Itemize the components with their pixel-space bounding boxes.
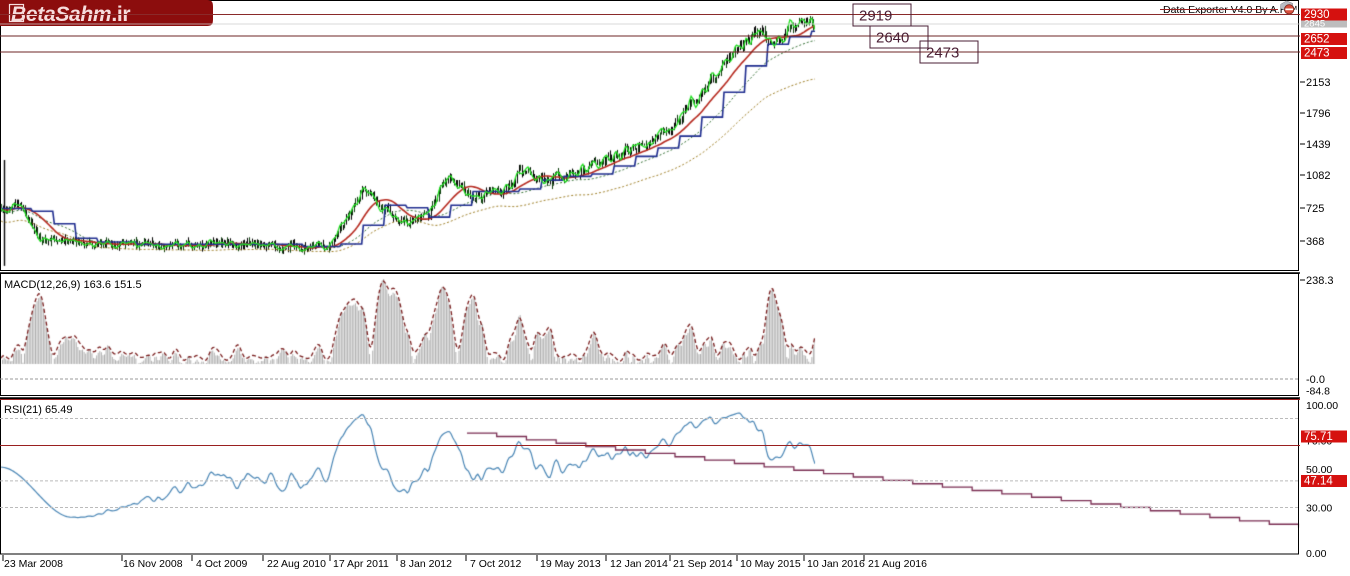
svg-text:1082: 1082 xyxy=(1306,170,1330,182)
svg-text:21 Sep 2014: 21 Sep 2014 xyxy=(673,558,733,570)
svg-text:725: 725 xyxy=(1306,203,1324,215)
svg-text:2473: 2473 xyxy=(926,45,959,62)
svg-text:2473: 2473 xyxy=(1304,48,1330,60)
svg-text:30.00: 30.00 xyxy=(1306,503,1332,515)
svg-text:47.14: 47.14 xyxy=(1304,476,1333,488)
svg-text:2845: 2845 xyxy=(1304,19,1325,30)
svg-text:1439: 1439 xyxy=(1306,139,1330,151)
svg-text:19 May 2013: 19 May 2013 xyxy=(540,558,601,570)
svg-text:-84.8: -84.8 xyxy=(1306,386,1330,398)
svg-text:7 Oct 2012: 7 Oct 2012 xyxy=(470,558,522,570)
svg-text:16 Nov 2008: 16 Nov 2008 xyxy=(123,558,183,570)
svg-text:10 Jan 2016: 10 Jan 2016 xyxy=(807,558,865,570)
svg-text:238.3: 238.3 xyxy=(1306,275,1334,287)
svg-text:23 Mar 2008: 23 Mar 2008 xyxy=(4,558,63,570)
svg-text:2652: 2652 xyxy=(1304,34,1330,46)
svg-text:RSI(21) 65.49: RSI(21) 65.49 xyxy=(4,404,72,416)
svg-text:75.71: 75.71 xyxy=(1304,431,1333,443)
svg-text:2640: 2640 xyxy=(876,30,909,47)
svg-text:-0.0: -0.0 xyxy=(1306,374,1325,386)
svg-text:368: 368 xyxy=(1306,236,1324,248)
svg-text:12 Jan 2014: 12 Jan 2014 xyxy=(610,558,668,570)
svg-text:22 Aug 2010: 22 Aug 2010 xyxy=(267,558,326,570)
svg-text:1796: 1796 xyxy=(1306,108,1330,120)
svg-text:0.00: 0.00 xyxy=(1306,548,1327,560)
svg-text:10 May 2015: 10 May 2015 xyxy=(740,558,801,570)
svg-text:100.00: 100.00 xyxy=(1306,400,1338,412)
svg-text:2919: 2919 xyxy=(859,8,892,25)
svg-text:2153: 2153 xyxy=(1306,77,1330,89)
svg-text:17 Apr 2011: 17 Apr 2011 xyxy=(333,558,389,570)
svg-text:21 Aug 2016: 21 Aug 2016 xyxy=(868,558,927,570)
svg-text:MACD(12,26,9) 163.6 151.5: MACD(12,26,9) 163.6 151.5 xyxy=(4,279,142,291)
svg-text:50.00: 50.00 xyxy=(1306,464,1332,476)
svg-text:8 Jan 2012: 8 Jan 2012 xyxy=(400,558,452,570)
svg-text:4 Oct 2009: 4 Oct 2009 xyxy=(196,558,248,570)
